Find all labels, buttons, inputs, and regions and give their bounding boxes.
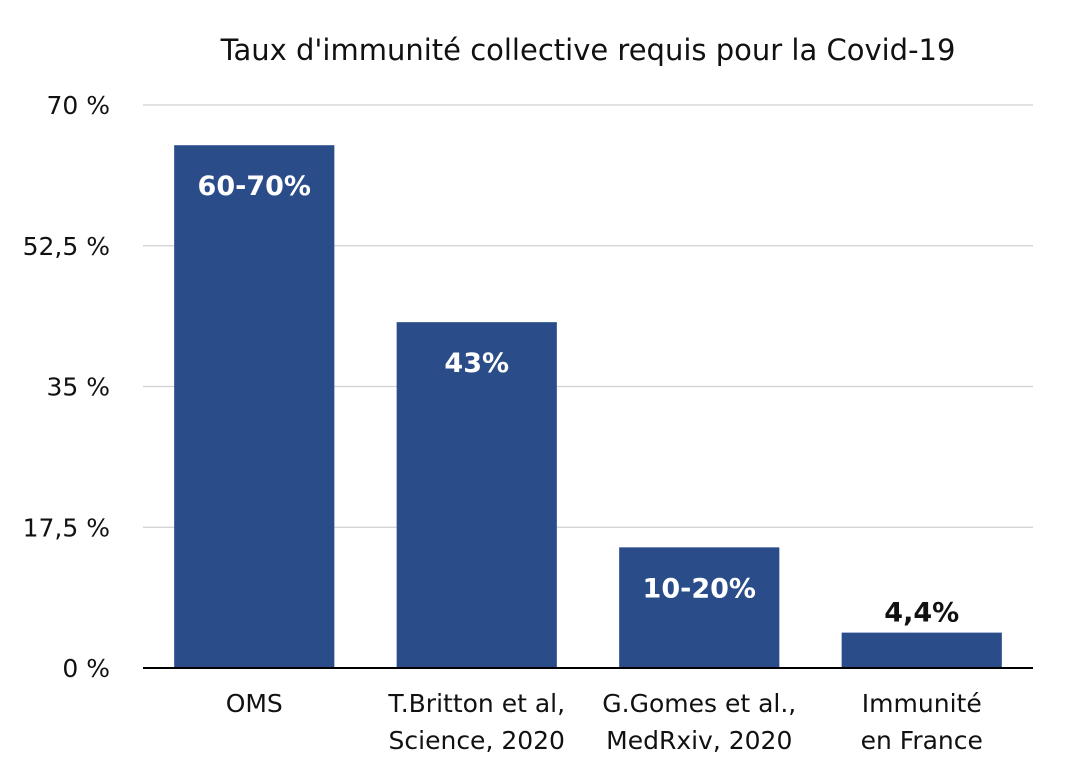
y-axis-ticks: 0 % 17,5 % 35 % 52,5 % 70 % — [23, 91, 110, 683]
bar-data-label: 60-70% — [198, 171, 311, 202]
chart-title: Taux d'immunité collective requis pour l… — [220, 33, 956, 67]
bar-data-label: 43% — [444, 348, 509, 379]
bars — [174, 145, 1002, 668]
x-category-label: en France — [861, 726, 983, 755]
x-category-label: Immunité — [862, 689, 982, 718]
x-category-label: MedRxiv, 2020 — [606, 726, 792, 755]
bar — [174, 145, 335, 668]
bar — [841, 632, 1002, 668]
bar — [619, 547, 780, 668]
y-tick-label: 0 % — [62, 654, 110, 683]
bar — [396, 322, 557, 668]
y-tick-label: 35 % — [46, 373, 110, 402]
x-category-label: Science, 2020 — [389, 726, 565, 755]
bar-data-label: 4,4% — [884, 598, 959, 629]
x-category-label: G.Gomes et al., — [602, 689, 796, 718]
bar-data-label: 10-20% — [643, 573, 756, 604]
y-tick-label: 17,5 % — [23, 513, 110, 542]
x-axis-categories: OMS T.Britton et al, Science, 2020 G.Gomes … — [226, 689, 983, 755]
y-tick-label: 70 % — [46, 91, 110, 120]
x-category-label: T.Britton et al, — [387, 689, 565, 718]
x-category-label: OMS — [226, 689, 283, 718]
y-tick-label: 52,5 % — [23, 232, 110, 261]
bar-labels: 60-70% 43% 10-20% 4,4% — [198, 171, 960, 628]
